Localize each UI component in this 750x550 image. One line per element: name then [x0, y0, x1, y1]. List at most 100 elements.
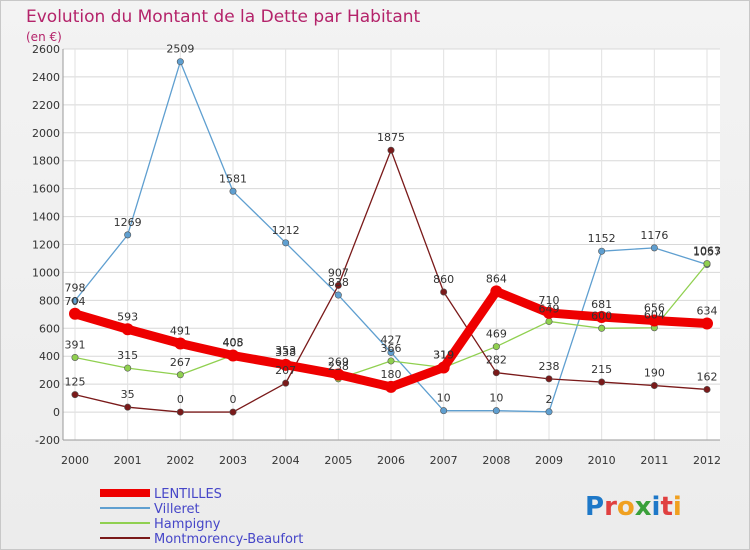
- data-label: 391: [65, 338, 86, 351]
- proxiti-logo: Proxiti: [585, 492, 682, 522]
- y-tick-label: 2600: [32, 43, 60, 56]
- y-tick-label: 0: [53, 406, 60, 419]
- data-label: 2509: [166, 43, 194, 56]
- data-point: [387, 357, 395, 365]
- data-label: 353: [275, 344, 296, 357]
- data-point: [492, 369, 500, 377]
- x-tick-label: 2003: [219, 454, 247, 467]
- data-label: 469: [486, 328, 507, 341]
- data-point: [334, 291, 342, 299]
- y-tick-label: 2400: [32, 71, 60, 84]
- data-label: 600: [591, 309, 612, 322]
- data-label: 2: [546, 393, 553, 406]
- y-tick-label: 1800: [32, 155, 60, 168]
- data-point: [703, 385, 711, 393]
- data-point: [174, 337, 187, 350]
- data-point: [703, 260, 711, 268]
- data-label: 593: [117, 310, 138, 323]
- y-tick-label: 1200: [32, 239, 60, 252]
- data-label: 604: [644, 309, 665, 322]
- data-label: 649: [539, 302, 560, 315]
- x-tick-label: 2012: [693, 454, 721, 467]
- data-label: 319: [433, 349, 454, 362]
- x-tick-label: 2007: [430, 454, 458, 467]
- data-label: 35: [121, 388, 135, 401]
- data-label: 710: [539, 294, 560, 307]
- data-point: [176, 408, 184, 416]
- y-tick-label: 2200: [32, 99, 60, 112]
- data-label: 267: [170, 356, 191, 369]
- data-point: [650, 382, 658, 390]
- data-point: [334, 281, 342, 289]
- data-label: 1269: [114, 216, 142, 229]
- legend-label: Villeret: [154, 502, 200, 517]
- data-point: [545, 408, 553, 416]
- data-label: 180: [381, 368, 402, 381]
- data-labels: 798 1269 2509 1581 1212 838 427 10 10 2 1152 1176 10…: [65, 43, 722, 406]
- x-tick-label: 2009: [535, 454, 563, 467]
- x-tick-label: 2010: [588, 454, 616, 467]
- data-point: [176, 58, 184, 66]
- data-label: 838: [328, 276, 349, 289]
- data-point: [282, 239, 290, 247]
- data-label: 634: [697, 305, 718, 318]
- data-point: [227, 349, 239, 362]
- y-tick-label: 1600: [32, 183, 60, 196]
- data-label: 207: [275, 364, 296, 377]
- data-label: 319: [433, 349, 454, 362]
- axes: -200020040060080010001200140016001800200…: [32, 43, 721, 467]
- data-label: 860: [433, 273, 454, 286]
- data-label: 491: [170, 325, 191, 338]
- y-tick-label: 800: [39, 294, 60, 307]
- x-tick-label: 2011: [640, 454, 668, 467]
- data-label: 162: [697, 370, 718, 383]
- data-point: [229, 408, 237, 416]
- data-point: [282, 379, 290, 387]
- data-point: [71, 391, 79, 399]
- data-label: 10: [489, 392, 503, 405]
- data-point: [387, 348, 395, 356]
- data-label: 427: [381, 333, 402, 346]
- data-point: [176, 371, 184, 379]
- data-label: 125: [65, 376, 86, 389]
- data-label: 282: [486, 354, 507, 367]
- x-tick-label: 2008: [482, 454, 510, 467]
- data-label: 798: [65, 282, 86, 295]
- legend-label: Montmorency-Beaufort: [154, 532, 303, 547]
- x-tick-label: 2006: [377, 454, 405, 467]
- x-tick-label: 2002: [166, 454, 194, 467]
- data-label: 315: [117, 349, 138, 362]
- data-point: [121, 323, 134, 336]
- data-point: [124, 364, 132, 372]
- x-tick-label: 2000: [61, 454, 89, 467]
- data-label: 366: [381, 342, 402, 355]
- data-point: [545, 317, 553, 325]
- data-point: [69, 307, 81, 320]
- chart-subtitle: (en €): [26, 30, 62, 44]
- data-point: [701, 317, 713, 330]
- data-label: 656: [644, 301, 665, 314]
- data-point: [545, 375, 553, 383]
- svg-text:Proxiti: Proxiti: [585, 492, 682, 522]
- data-point: [279, 358, 292, 371]
- data-label: 681: [591, 298, 612, 311]
- x-tick-label: 2004: [272, 454, 300, 467]
- data-point: [332, 368, 345, 381]
- chart-title: Evolution du Montant de la Dette par Hab…: [26, 7, 421, 27]
- legend-label: Hampigny: [154, 517, 221, 532]
- data-point: [598, 378, 606, 386]
- y-tick-label: 1400: [32, 211, 60, 224]
- data-point: [650, 244, 658, 252]
- data-point: [124, 403, 132, 411]
- data-label: 1875: [377, 131, 405, 144]
- data-point: [71, 297, 79, 305]
- y-tick-label: 400: [39, 350, 60, 363]
- legend: LENTILLESVilleretHampignyMontmorency-Bea…: [100, 487, 303, 547]
- data-label: 1057: [693, 245, 721, 258]
- x-tick-label: 2005: [324, 454, 352, 467]
- y-tick-label: -200: [35, 434, 60, 447]
- series-layer: [69, 58, 713, 416]
- data-point: [440, 288, 448, 296]
- x-tick-label: 2001: [114, 454, 142, 467]
- data-label: 190: [644, 367, 665, 380]
